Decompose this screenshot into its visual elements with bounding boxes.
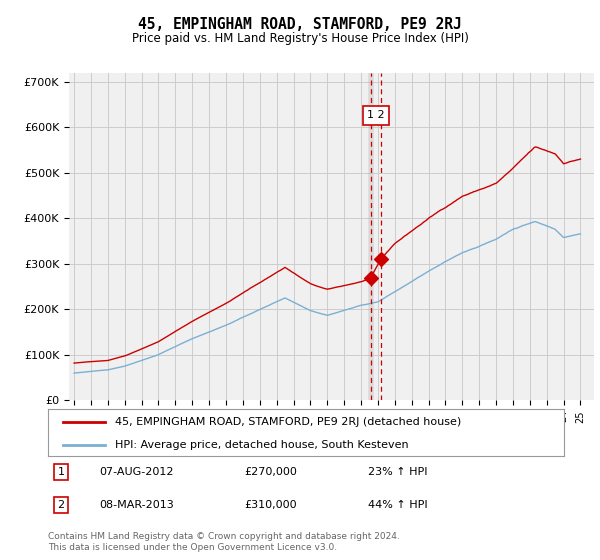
Text: 2: 2 (58, 500, 64, 510)
Text: 45, EMPINGHAM ROAD, STAMFORD, PE9 2RJ: 45, EMPINGHAM ROAD, STAMFORD, PE9 2RJ (138, 17, 462, 31)
Text: 1 2: 1 2 (367, 110, 385, 120)
Point (366, 273, 376, 282)
Text: HPI: Average price, detached house, South Kesteven: HPI: Average price, detached house, Sout… (115, 440, 409, 450)
Text: Contains HM Land Registry data © Crown copyright and database right 2024.
This d: Contains HM Land Registry data © Crown c… (48, 533, 400, 552)
Text: 45, EMPINGHAM ROAD, STAMFORD, PE9 2RJ (detached house): 45, EMPINGHAM ROAD, STAMFORD, PE9 2RJ (d… (115, 417, 461, 427)
Text: 23% ↑ HPI: 23% ↑ HPI (368, 467, 427, 477)
Text: 08-MAR-2013: 08-MAR-2013 (100, 500, 175, 510)
Text: 07-AUG-2012: 07-AUG-2012 (100, 467, 174, 477)
Text: £270,000: £270,000 (244, 467, 297, 477)
Text: £310,000: £310,000 (244, 500, 297, 510)
Text: 44% ↑ HPI: 44% ↑ HPI (368, 500, 428, 510)
Text: Price paid vs. HM Land Registry's House Price Index (HPI): Price paid vs. HM Land Registry's House … (131, 31, 469, 45)
Text: 1: 1 (58, 467, 64, 477)
Point (376, 255, 386, 264)
